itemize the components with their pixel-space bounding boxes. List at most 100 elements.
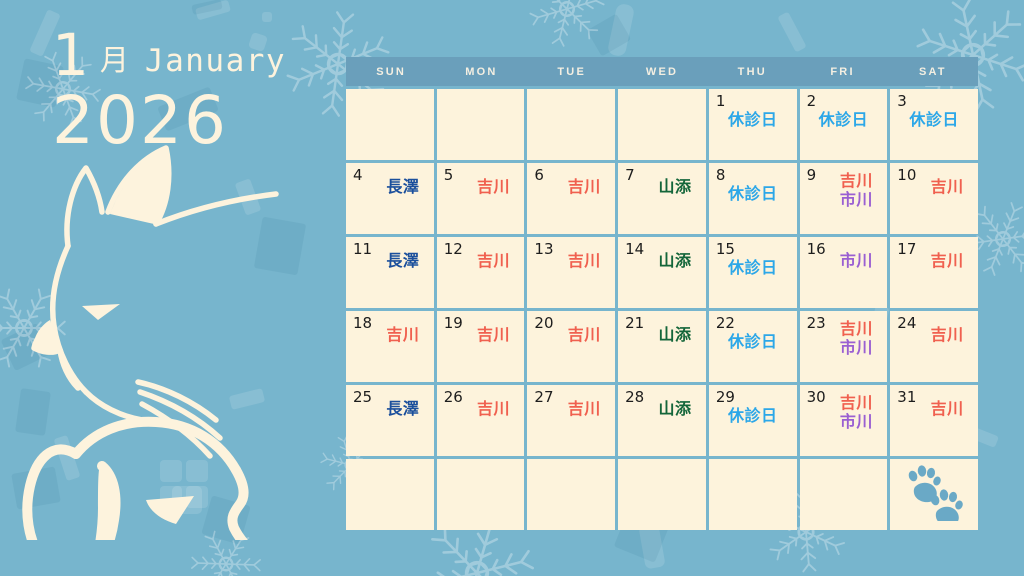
day-cell-7[interactable]: 7 山添 [618,163,706,234]
doctor-name: 吉川 [477,325,511,344]
doctor-list: 山添 [648,325,702,344]
doctor-name: 吉川 [839,171,873,190]
month-kanji: 月 [99,43,129,77]
animal-line-art [22,145,279,540]
doctor-list: 吉川 [467,399,521,418]
doctor-name: 吉川 [839,393,873,412]
day-cell-5[interactable]: 5 吉川 [436,163,525,234]
day-number: 5 [443,166,454,184]
day-cell-13[interactable]: 13 吉川 [527,237,616,308]
doctor-name: 長澤 [386,399,420,418]
day-number: 21 [625,314,645,332]
doctor-name: 市川 [839,251,873,270]
day-cell-empty [527,459,616,530]
day-number: 19 [443,314,463,332]
doctor-name: 吉川 [477,177,511,196]
doctor-name: 山添 [658,251,692,270]
doctor-name: 長澤 [386,177,420,196]
day-cell-28[interactable]: 28 山添 [618,385,706,456]
doctor-name: 吉川 [477,251,511,270]
day-number: 11 [353,240,373,258]
doctor-name: 長澤 [386,251,420,270]
day-number: 29 [715,388,735,406]
day-cell-empty[interactable] [890,459,978,530]
snowflake-icon [524,0,610,52]
day-cell-21[interactable]: 21 山添 [618,311,706,382]
doctor-name: 吉川 [567,325,601,344]
day-cell-empty [436,89,525,160]
doctor-name: 吉川 [477,399,511,418]
closed-day-label: 休診日 [727,184,778,203]
day-number: 18 [353,314,373,332]
weekday-header-mon: MON [465,65,498,78]
cat-eye [82,304,120,320]
day-cell-12[interactable]: 12 吉川 [436,237,525,308]
day-cell-25[interactable]: 25 長澤 [346,385,434,456]
day-cell-empty [618,459,706,530]
doctor-name: 市川 [839,190,873,209]
closed-day-label: 休診日 [727,258,778,277]
doctor-list: 吉川 [557,251,611,270]
day-number: 30 [806,388,826,406]
day-cell-24[interactable]: 24 吉川 [890,311,978,382]
day-cell-3[interactable]: 3 休診日 [890,89,978,160]
weekday-header-row: SUN MON TUE WED THU FRI SAT [346,57,978,86]
day-cell-14[interactable]: 14 山添 [618,237,706,308]
day-cell-empty [527,89,616,160]
day-cell-15[interactable]: 15 休診日 [708,237,797,308]
day-number: 7 [625,166,635,184]
day-cell-empty [346,459,434,530]
day-cell-6[interactable]: 6 吉川 [527,163,616,234]
day-cell-empty [799,459,888,530]
day-cell-31[interactable]: 31 吉川 [890,385,978,456]
day-cell-29[interactable]: 29 休診日 [708,385,797,456]
day-cell-16[interactable]: 16 市川 [799,237,888,308]
day-number: 28 [625,388,645,406]
doctor-list: 吉川 [920,399,974,418]
closed-day-label: 休診日 [727,406,778,425]
day-number: 4 [353,166,363,184]
weekday-header-sun: SUN [376,65,407,78]
day-cell-27[interactable]: 27 吉川 [527,385,616,456]
weekday-header-fri: FRI [830,65,855,78]
month-title-row: 1 月 January [52,26,286,84]
day-number: 24 [897,314,917,332]
doctor-name: 吉川 [839,319,873,338]
day-cell-2[interactable]: 2 休診日 [799,89,888,160]
doctor-list: 吉川 市川 [830,171,884,209]
closed-day-label: 休診日 [818,110,869,129]
doctor-list: 吉川 [467,325,521,344]
day-cell-23[interactable]: 23 吉川 市川 [799,311,888,382]
day-cell-17[interactable]: 17 吉川 [890,237,978,308]
doctor-list: 吉川 [557,177,611,196]
doctor-list: 吉川 [920,325,974,344]
day-cell-10[interactable]: 10 吉川 [890,163,978,234]
day-cell-19[interactable]: 19 吉川 [436,311,525,382]
doctor-name: 吉川 [567,177,601,196]
day-number: 8 [715,166,726,184]
dog-detail-fill [95,464,194,540]
day-cell-4[interactable]: 4 長澤 [346,163,434,234]
day-cell-1[interactable]: 1 休診日 [708,89,797,160]
day-cell-26[interactable]: 26 吉川 [436,385,525,456]
calendar-table: SUN MON TUE WED THU FRI SAT 1 休診日 2 休診日 3 休診日 4 長澤 5 吉川… [346,57,978,530]
month-english: January [144,43,287,79]
day-cell-empty [708,459,797,530]
day-cell-20[interactable]: 20 吉川 [527,311,616,382]
doctor-list: 吉川 [557,325,611,344]
day-cell-empty [436,459,525,530]
day-cell-8[interactable]: 8 休診日 [708,163,797,234]
doctor-name: 山添 [658,399,692,418]
doctor-list: 吉川 [920,177,974,196]
day-number: 23 [806,314,826,332]
closed-day-label: 休診日 [909,110,959,129]
day-cell-9[interactable]: 9 吉川 市川 [799,163,888,234]
day-cell-18[interactable]: 18 吉川 [346,311,434,382]
day-cell-30[interactable]: 30 吉川 市川 [799,385,888,456]
day-cell-11[interactable]: 11 長澤 [346,237,434,308]
day-number: 31 [897,388,917,406]
day-number: 26 [443,388,463,406]
dog-line-art [22,416,249,540]
day-cell-22[interactable]: 22 休診日 [708,311,797,382]
